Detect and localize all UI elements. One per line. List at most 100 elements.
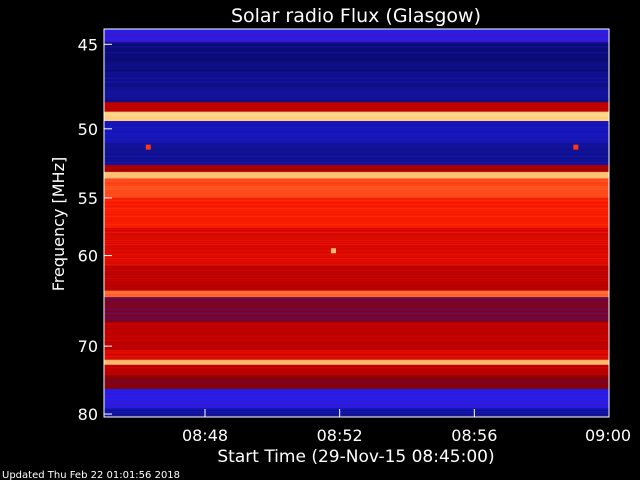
- spectrum-line: [104, 163, 609, 165]
- spectrum-line: [104, 289, 609, 291]
- spectrum-band: [104, 197, 609, 229]
- spectrum-line: [104, 250, 609, 252]
- spectrum-line: [104, 292, 609, 294]
- spectrum-line: [104, 248, 609, 250]
- spectrum-line: [104, 83, 609, 85]
- spectrum-line: [104, 374, 609, 376]
- spectrum-line: [104, 87, 609, 89]
- spectrum-line: [104, 129, 609, 131]
- spectrum-line: [104, 267, 609, 269]
- spectrum-line: [104, 188, 609, 190]
- spectrum-line: [104, 333, 609, 335]
- spectrum-line: [104, 169, 609, 171]
- spectrum-line: [104, 173, 609, 175]
- y-tick-label: 60: [78, 247, 98, 266]
- spectrum-line: [104, 213, 609, 215]
- spectrum-line: [104, 393, 609, 395]
- y-tick-label: 45: [78, 35, 98, 54]
- spectrum-line: [104, 349, 609, 351]
- spectrum-line: [104, 381, 609, 383]
- spectrum-line: [104, 113, 609, 115]
- spectrum-line: [104, 366, 609, 368]
- spectrum-band: [104, 290, 609, 298]
- spectrum-line: [104, 290, 609, 292]
- spectrum-line: [104, 285, 609, 287]
- spectrum-line: [104, 325, 609, 327]
- spectrum-line: [104, 221, 609, 223]
- spectrum-line: [104, 211, 609, 213]
- spectrum-line: [104, 201, 609, 203]
- plot-frame: [103, 28, 610, 418]
- spectrum-line: [104, 153, 609, 155]
- spectrum-line: [104, 303, 609, 305]
- spectrum-line: [104, 161, 609, 163]
- spectrum-line: [104, 137, 609, 139]
- spectrum-line: [104, 407, 609, 409]
- spectrum-line: [104, 151, 609, 153]
- spectrum-line: [104, 102, 609, 104]
- spectrum-line: [104, 228, 609, 230]
- spectrum-line: [104, 165, 609, 167]
- spectrum-line: [104, 405, 609, 407]
- spectrum-line: [104, 414, 609, 416]
- spectrum-line: [104, 281, 609, 283]
- spectrum-line: [104, 171, 609, 173]
- spectrum-line: [104, 186, 609, 188]
- spectrum-line: [104, 395, 609, 397]
- spectrum-line: [104, 321, 609, 323]
- spectrum-line: [104, 81, 609, 83]
- spectrum-line: [104, 91, 609, 93]
- spectrum-line: [104, 194, 609, 196]
- spectrum-line: [104, 119, 609, 121]
- spectrum-line: [104, 121, 609, 123]
- spectrum-line: [104, 184, 609, 186]
- spectrum-texture: [104, 29, 609, 418]
- spectrum-line: [104, 180, 609, 182]
- spectrum-line: [104, 265, 609, 267]
- spectrum-line: [104, 58, 609, 60]
- spectrum-line: [104, 273, 609, 275]
- spectrum-line: [104, 46, 609, 48]
- spectrum-line: [104, 319, 609, 321]
- y-tick-label: 55: [78, 189, 98, 208]
- spectrum-line: [104, 387, 609, 389]
- spectrum-line: [104, 97, 609, 99]
- spectrum-line: [104, 296, 609, 298]
- spectrum-line: [104, 341, 609, 343]
- spectrum-line: [104, 357, 609, 359]
- spectrum-line: [104, 337, 609, 339]
- spectrum-line: [104, 209, 609, 211]
- spectrum-line: [104, 399, 609, 401]
- burst-spot: [573, 144, 579, 150]
- spectrum-line: [104, 397, 609, 399]
- spectrum-line: [104, 258, 609, 260]
- spectrum-line: [104, 389, 609, 391]
- spectrum-line: [104, 190, 609, 192]
- burst-spot: [145, 144, 151, 150]
- spectrum-line: [104, 71, 609, 73]
- spectrum-line: [104, 269, 609, 271]
- spectrum-line: [104, 363, 609, 365]
- spectrum-line: [104, 111, 609, 113]
- spectrum-line: [104, 177, 609, 179]
- spectrum-line: [104, 317, 609, 319]
- y-tick-label: 80: [78, 405, 98, 424]
- spectrum-line: [104, 240, 609, 242]
- spectrum-line: [104, 68, 609, 70]
- spectrum-line: [104, 125, 609, 127]
- spectrum-line: [104, 95, 609, 97]
- spectrum-line: [104, 323, 609, 325]
- spectrum-line: [104, 232, 609, 234]
- plot-area: [104, 29, 609, 418]
- spectrum-line: [104, 279, 609, 281]
- spectrum-line: [104, 42, 609, 44]
- spectrum-line: [104, 246, 609, 248]
- spectrum-line: [104, 297, 609, 299]
- x-tick-label: 09:00: [585, 426, 631, 445]
- spectrum-line: [104, 219, 609, 221]
- spectrum-line: [104, 37, 609, 38]
- spectrum-line: [104, 99, 609, 101]
- spectrum-line: [104, 223, 609, 225]
- spectrum-line: [104, 383, 609, 385]
